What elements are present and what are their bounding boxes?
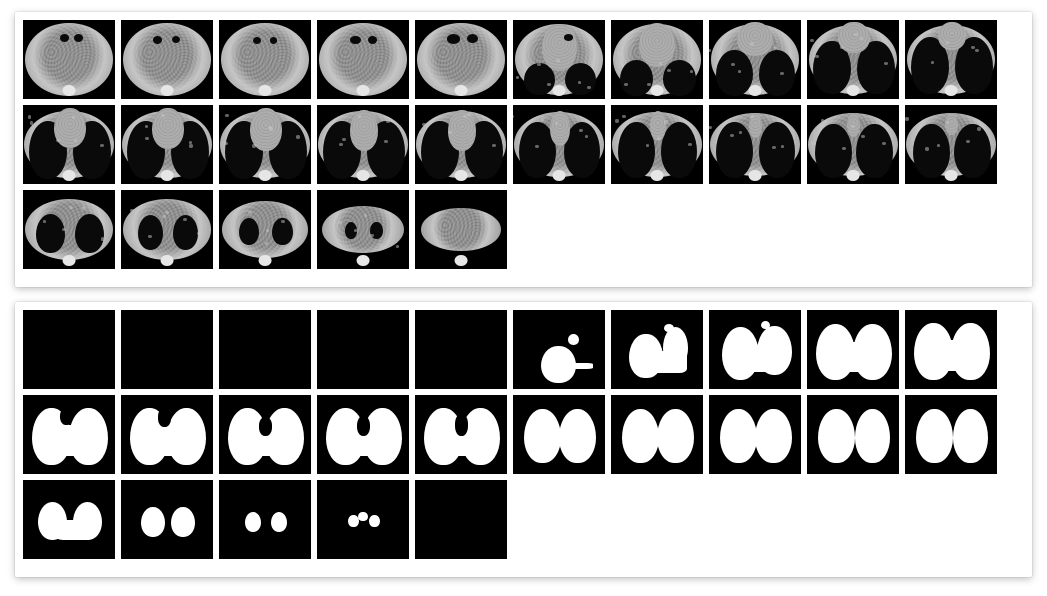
ct-grid: [23, 20, 1024, 269]
mask-cell: [415, 395, 507, 474]
mask-cell: [219, 395, 311, 474]
mask-cell: [317, 310, 409, 389]
mask-cell: [611, 310, 703, 389]
mask-cell: [23, 480, 115, 559]
ct-cell: [23, 20, 115, 99]
mask-cell: [709, 310, 801, 389]
ct-cell: [121, 20, 213, 99]
mask-cell: [121, 480, 213, 559]
ct-cell: [23, 105, 115, 184]
ct-cell: [415, 190, 507, 269]
ct-cell: [513, 105, 605, 184]
ct-cell: [415, 20, 507, 99]
ct-cell: [513, 20, 605, 99]
ct-cell: [317, 105, 409, 184]
ct-cell: [807, 105, 899, 184]
mask-cell: [807, 310, 899, 389]
mask-panel: [15, 302, 1032, 577]
ct-cell: [219, 190, 311, 269]
ct-cell: [611, 105, 703, 184]
ct-cell: [23, 190, 115, 269]
mask-cell: [219, 310, 311, 389]
ct-cell: [317, 20, 409, 99]
mask-cell: [121, 310, 213, 389]
mask-cell: [611, 395, 703, 474]
ct-cell: [219, 105, 311, 184]
mask-cell: [415, 480, 507, 559]
ct-cell: [121, 105, 213, 184]
ct-cell: [121, 190, 213, 269]
mask-cell: [807, 395, 899, 474]
mask-cell: [905, 310, 997, 389]
mask-cell: [513, 310, 605, 389]
ct-cell: [415, 105, 507, 184]
mask-cell: [23, 310, 115, 389]
ct-cell: [611, 20, 703, 99]
mask-cell: [709, 395, 801, 474]
mask-grid: [23, 310, 1024, 559]
mask-cell: [415, 310, 507, 389]
ct-cell: [905, 105, 997, 184]
ct-cell: [807, 20, 899, 99]
mask-cell: [121, 395, 213, 474]
ct-cell: [905, 20, 997, 99]
ct-cell: [219, 20, 311, 99]
ct-cell: [317, 190, 409, 269]
ct-panel: [15, 12, 1032, 287]
mask-cell: [23, 395, 115, 474]
ct-cell: [709, 20, 801, 99]
ct-cell: [709, 105, 801, 184]
mask-cell: [905, 395, 997, 474]
mask-cell: [513, 395, 605, 474]
mask-cell: [317, 480, 409, 559]
mask-cell: [317, 395, 409, 474]
mask-cell: [219, 480, 311, 559]
